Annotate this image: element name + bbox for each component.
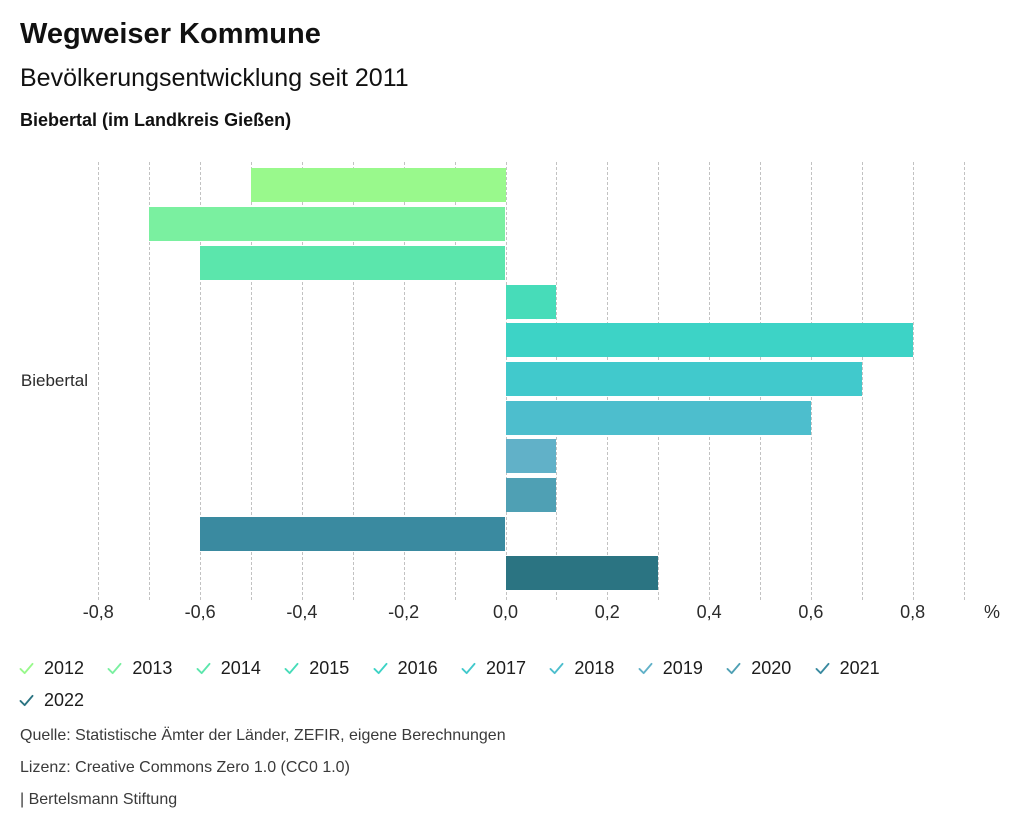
legend-label: 2018 — [574, 658, 615, 678]
x-tick-label: 0,0 — [492, 602, 519, 622]
bar-2019[interactable] — [505, 439, 557, 474]
x-tick-label: -0,4 — [286, 602, 318, 622]
x-axis-unit-label: % — [983, 602, 1001, 622]
gridline — [301, 162, 303, 600]
gridline — [912, 162, 914, 600]
legend-item-2017[interactable]: 2017 — [461, 658, 526, 679]
bar-2021[interactable] — [200, 516, 506, 551]
x-tick-label: -0,8 — [82, 602, 114, 622]
footer: Quelle: Statistische Ämter der Länder, Z… — [20, 727, 506, 823]
footer-source: Quelle: Statistische Ämter der Länder, Z… — [20, 727, 506, 744]
bar-2016[interactable] — [505, 323, 913, 358]
gridline — [963, 162, 965, 600]
footer-license: Lizenz: Creative Commons Zero 1.0 (CC0 1… — [20, 758, 350, 776]
header: Wegweiser Kommune Bevölkerungsentwicklun… — [20, 18, 409, 131]
bar-2018[interactable] — [505, 400, 811, 435]
legend-label: 2012 — [44, 658, 85, 678]
legend-item-2015[interactable]: 2015 — [284, 658, 349, 679]
legend-label: 2016 — [397, 658, 438, 678]
y-axis-category-label: Biebertal — [20, 371, 88, 390]
chart-subtitle: Bevölkerungsentwicklung seit 2011 — [20, 64, 409, 93]
gridline — [149, 162, 151, 600]
check-icon — [815, 662, 830, 675]
legend-label: 2022 — [44, 690, 85, 710]
check-icon — [726, 662, 741, 675]
gridline — [861, 162, 863, 600]
legend-label: 2021 — [839, 658, 880, 678]
page-title: Wegweiser Kommune — [20, 18, 321, 50]
bar-2014[interactable] — [200, 245, 506, 280]
check-icon — [19, 694, 34, 707]
check-icon — [373, 662, 388, 675]
check-icon — [461, 662, 476, 675]
bar-2022[interactable] — [505, 555, 659, 590]
location-subtitle: Biebertal (im Landkreis Gießen) — [20, 109, 292, 130]
legend-item-2020[interactable]: 2020 — [726, 658, 791, 679]
legend-label: 2019 — [662, 658, 703, 678]
legend-label: 2015 — [309, 658, 350, 678]
legend-row-1: 2012 2013 2014 2015 2016 2017 2018 2019 2020 2021 — [19, 658, 1009, 679]
gridline — [454, 162, 456, 600]
legend-item-2014[interactable]: 2014 — [196, 658, 261, 679]
x-tick-label: 0,4 — [696, 602, 722, 622]
bar-2020[interactable] — [505, 478, 557, 513]
bar-2017[interactable] — [505, 362, 862, 396]
gridline — [352, 162, 354, 600]
gridline — [403, 162, 405, 600]
x-tick-label: 0,6 — [798, 602, 824, 622]
bar-2013[interactable] — [149, 207, 506, 242]
x-tick-label: 0,2 — [594, 602, 620, 622]
legend-item-2018[interactable]: 2018 — [549, 658, 614, 679]
legend-label: 2017 — [486, 658, 527, 678]
gridline — [251, 162, 252, 600]
legend-item-2016[interactable]: 2016 — [373, 658, 438, 679]
legend-label: 2020 — [751, 658, 792, 678]
x-tick-label: -0,2 — [388, 602, 420, 622]
legend-item-2019[interactable]: 2019 — [638, 658, 703, 679]
legend-item-2013[interactable]: 2013 — [107, 658, 172, 679]
legend-label: 2014 — [220, 658, 261, 678]
x-tick-label: 0,8 — [900, 602, 926, 622]
check-icon — [284, 662, 299, 675]
legend-item-2021[interactable]: 2021 — [815, 658, 880, 679]
legend-item-2012[interactable]: 2012 — [19, 658, 84, 679]
x-axis: % -0,8 -0,6 -0,4 -0,2 0,0 0,2 0,4 0,6 0,8 — [0, 602, 1024, 624]
legend: 2012 2013 2014 2015 2016 2017 2018 2019 2020 2021… — [19, 658, 1009, 711]
legend-item-2022[interactable]: 2022 — [19, 690, 84, 711]
legend-row-2: 2022 — [19, 690, 1009, 711]
check-icon — [549, 662, 564, 675]
bar-2012[interactable] — [251, 168, 506, 203]
gridline — [98, 162, 100, 600]
check-icon — [638, 662, 653, 675]
gridline — [200, 162, 202, 600]
check-icon — [107, 662, 122, 675]
check-icon — [19, 662, 34, 675]
legend-label: 2013 — [132, 658, 173, 678]
plot-area — [0, 162, 1024, 600]
bar-2015[interactable] — [505, 284, 557, 319]
x-tick-label: -0,6 — [184, 602, 216, 622]
check-icon — [196, 662, 211, 675]
footer-brand: | Bertelsmann Stiftung — [20, 790, 178, 808]
